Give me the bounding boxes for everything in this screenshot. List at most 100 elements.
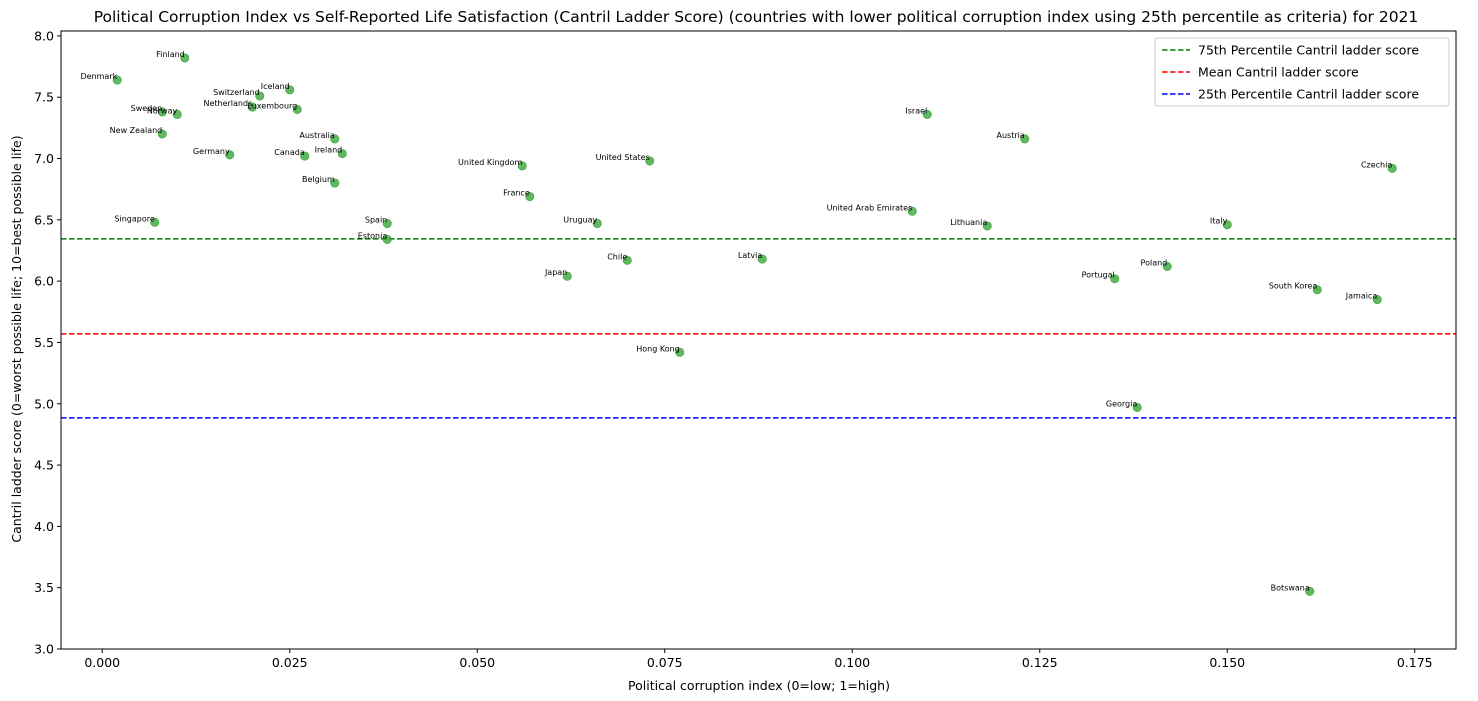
y-tick-label: 8.0 (34, 28, 54, 43)
data-point (562, 271, 572, 281)
data-point (1305, 586, 1315, 596)
data-point (330, 178, 340, 188)
data-point-label: United Arab Emirates (827, 203, 913, 212)
data-point (1312, 285, 1322, 295)
data-point (622, 255, 632, 265)
data-point (517, 161, 527, 171)
legend-label: 25th Percentile Cantril ladder score (1198, 87, 1419, 102)
data-point (982, 221, 992, 231)
data-point (382, 219, 392, 229)
x-tick-label: 0.075 (647, 655, 683, 670)
data-point (1387, 163, 1397, 173)
data-point (592, 219, 602, 229)
data-point (150, 217, 160, 227)
data-point (300, 151, 310, 161)
legend-box (1154, 37, 1450, 107)
data-point-label: Denmark (80, 72, 117, 81)
data-point (247, 102, 257, 112)
data-point-label: Botswana (1271, 583, 1310, 592)
data-point-label: Uruguay (563, 216, 597, 225)
data-point-label: Sweden (131, 104, 163, 113)
y-tick-label: 6.5 (34, 212, 54, 227)
data-point (922, 109, 932, 119)
data-point-label: Georgia (1106, 399, 1137, 408)
y-tick-label: 3.0 (34, 642, 54, 657)
x-tick-label: 0.125 (1022, 655, 1058, 670)
data-point-label: Italy (1210, 217, 1228, 226)
data-point (757, 254, 767, 264)
data-point (1372, 295, 1382, 305)
data-point (112, 75, 122, 85)
x-axis-ticks: 0.000 0.025 0.050 0.075 0.100 0.125 0.150 0.175 (84, 649, 1433, 670)
data-point-label: Jamaica (1345, 292, 1378, 301)
axes-frame (60, 30, 1457, 650)
x-tick-label: 0.150 (1209, 655, 1245, 670)
data-point-label: Belgium (302, 175, 335, 184)
data-point-label: Iceland (261, 82, 290, 91)
data-point-label: Latvia (738, 251, 762, 260)
x-tick-label: 0.000 (84, 655, 120, 670)
data-point (525, 192, 535, 202)
data-point-label: United Kingdom (458, 158, 522, 167)
y-axis-label: Cantril ladder score (0=worst possible l… (9, 135, 24, 542)
data-point-label: Canada (274, 148, 305, 157)
data-point-label: Czechia (1361, 160, 1392, 169)
data-point (382, 234, 392, 244)
y-tick-label: 3.5 (34, 580, 54, 595)
data-point (1132, 402, 1142, 412)
data-point (907, 206, 917, 216)
x-axis-label: Political corruption index (0=low; 1=hig… (628, 678, 890, 693)
data-point-label: France (503, 189, 530, 198)
data-point-label: Austria (996, 131, 1024, 140)
data-point-label: Finland (156, 50, 185, 59)
x-tick-label: 0.025 (272, 655, 308, 670)
y-tick-label: 7.0 (34, 151, 54, 166)
data-point (675, 347, 685, 357)
y-axis-ticks: 3.0 3.5 4.0 4.5 5.0 5.5 6.0 6.5 7.0 7.5 8.0 (34, 28, 61, 657)
data-point-label: South Korea (1269, 282, 1318, 291)
data-point-label: Chile (607, 252, 627, 261)
data-point-label: Estonia (358, 231, 388, 240)
data-point (645, 156, 655, 166)
y-tick-label: 4.5 (34, 458, 54, 473)
x-tick-label: 0.100 (834, 655, 870, 670)
data-point-label: Luxembourg (247, 101, 297, 110)
data-point-label: Portugal (1082, 271, 1115, 280)
data-point-label: Japan (544, 268, 567, 277)
data-point-label: Poland (1141, 258, 1168, 267)
legend-label: 75th Percentile Cantril ladder score (1198, 43, 1419, 58)
data-point (292, 104, 302, 114)
data-point (180, 53, 190, 63)
data-point (337, 149, 347, 159)
data-point (1020, 134, 1030, 144)
data-point (157, 107, 167, 117)
x-tick-label: 0.050 (459, 655, 495, 670)
y-tick-label: 7.5 (34, 90, 54, 105)
x-tick-label: 0.175 (1397, 655, 1433, 670)
y-tick-label: 5.0 (34, 396, 54, 411)
data-point (1162, 261, 1172, 271)
legend: 75th Percentile Cantril ladder score Mean… (1154, 37, 1450, 107)
data-point-label: Norway (147, 106, 178, 115)
data-point-label: Singapore (114, 214, 154, 223)
data-point-label: United States (596, 153, 650, 162)
data-point-label: Israel (905, 106, 927, 115)
data-point-label: Ireland (315, 146, 343, 155)
data-point-label: Hong Kong (636, 344, 680, 353)
data-point (225, 150, 235, 160)
chart-title: Political Corruption Index vs Self-Repor… (94, 8, 1419, 26)
data-point-label: Australia (299, 131, 334, 140)
data-point (255, 91, 265, 101)
data-point-label: Netherlands (203, 99, 252, 108)
y-tick-label: 4.0 (34, 519, 54, 534)
data-point-label: Lithuania (950, 218, 987, 227)
data-point-label: Switzerland (213, 88, 260, 97)
data-point-label: Spain (365, 216, 387, 225)
data-point (1222, 220, 1232, 230)
data-point (285, 85, 295, 95)
data-point (330, 134, 340, 144)
y-tick-label: 6.0 (34, 274, 54, 289)
data-point (172, 109, 182, 119)
